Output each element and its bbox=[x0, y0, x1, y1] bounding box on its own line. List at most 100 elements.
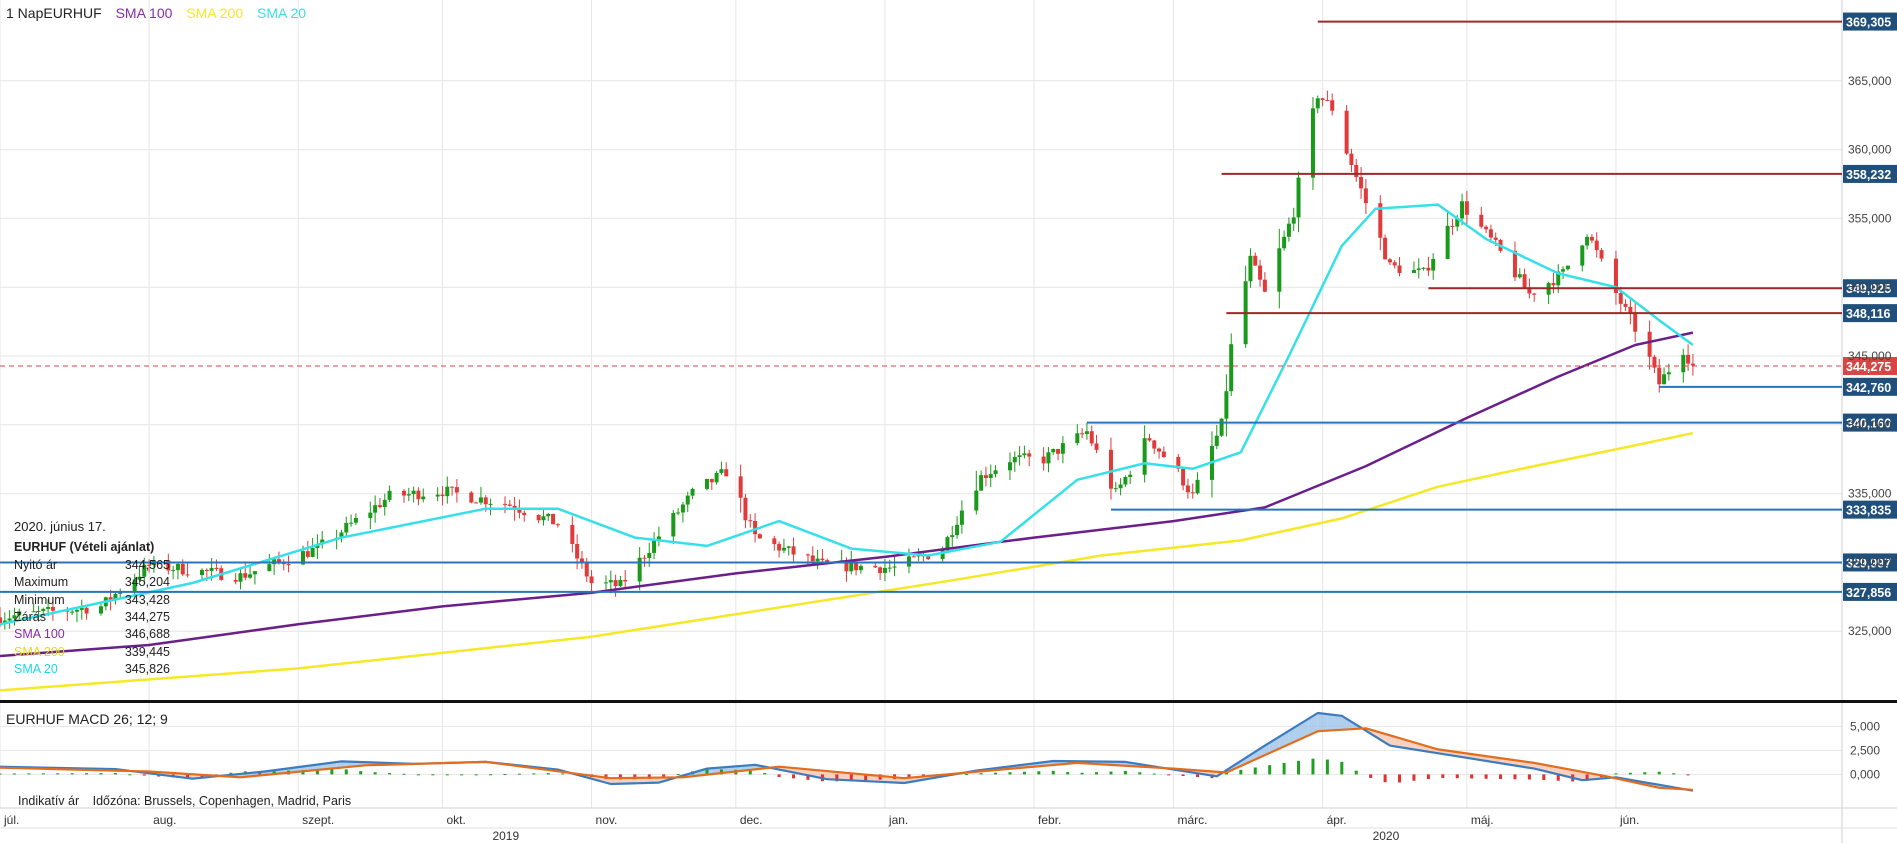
candle-body bbox=[1118, 484, 1123, 489]
candle-body bbox=[844, 560, 849, 572]
candle-body bbox=[469, 492, 474, 503]
level-label-358,232: 358,232 bbox=[1843, 164, 1897, 183]
candle bbox=[12, 607, 17, 626]
candle bbox=[1690, 354, 1695, 376]
candle-body bbox=[551, 513, 556, 525]
candle bbox=[1315, 95, 1320, 114]
candle-body bbox=[1662, 374, 1667, 385]
x-tick-label: ápr. bbox=[1327, 813, 1347, 827]
candle-body bbox=[1185, 485, 1190, 493]
macd-hist-bar bbox=[1109, 771, 1113, 775]
candle-body bbox=[1628, 306, 1633, 315]
candle bbox=[286, 555, 291, 573]
level-label-bg bbox=[1843, 553, 1897, 572]
candle-body bbox=[243, 573, 248, 578]
level-label-369,305: 369,305 bbox=[1843, 12, 1897, 31]
candle bbox=[1094, 434, 1099, 454]
candle bbox=[1046, 447, 1051, 473]
candle-body bbox=[1411, 269, 1416, 273]
level-label-text: 369,305 bbox=[1846, 16, 1891, 30]
candle bbox=[652, 532, 657, 559]
candle-body bbox=[1286, 223, 1291, 237]
candle-body bbox=[1315, 98, 1320, 109]
legend-sma200[interactable]: SMA 200 bbox=[186, 5, 244, 21]
candle-body bbox=[36, 610, 41, 612]
candle bbox=[1411, 261, 1416, 274]
candle bbox=[1181, 466, 1186, 491]
macd-hist-bar bbox=[1484, 774, 1488, 779]
candle bbox=[743, 494, 748, 529]
macd-hist-bar bbox=[1066, 772, 1070, 775]
legend-sma100[interactable]: SMA 100 bbox=[115, 5, 173, 21]
x-tick-label: jan. bbox=[888, 813, 908, 827]
candle bbox=[1585, 234, 1590, 250]
candle bbox=[382, 493, 387, 516]
candle-body bbox=[652, 540, 657, 553]
candle bbox=[315, 534, 320, 560]
level-label-bg bbox=[1843, 500, 1897, 519]
candle bbox=[252, 571, 257, 585]
x-tick-label: szept. bbox=[302, 813, 334, 827]
macd-hist-bar bbox=[1268, 765, 1272, 775]
candle-body bbox=[305, 551, 310, 557]
candle bbox=[199, 568, 204, 581]
candle-body bbox=[276, 559, 281, 562]
macd-hist-bar bbox=[546, 773, 550, 775]
candle-body bbox=[1330, 100, 1335, 111]
candle-body bbox=[873, 565, 878, 568]
candle-body bbox=[974, 490, 979, 511]
macd-hist-bar bbox=[994, 772, 998, 775]
candle-body bbox=[416, 490, 421, 500]
candle-body bbox=[507, 504, 512, 506]
info-row-sma20: SMA 20 345,826 bbox=[14, 662, 170, 677]
candle-body bbox=[988, 474, 993, 478]
candle bbox=[719, 461, 724, 475]
candle-body bbox=[993, 470, 998, 475]
candle bbox=[401, 488, 406, 503]
candle-body bbox=[1089, 431, 1094, 444]
candle bbox=[137, 566, 142, 585]
macd-hist-bar bbox=[1239, 769, 1243, 775]
macd-hist-bar bbox=[1354, 770, 1358, 775]
timezone-label: Időzóna: Brussels, Copenhagen, Madrid, P… bbox=[92, 794, 352, 808]
candle-body bbox=[401, 490, 406, 496]
candle bbox=[1012, 451, 1017, 472]
candle-body bbox=[1051, 449, 1056, 453]
candle-body bbox=[1484, 226, 1489, 230]
candle bbox=[1464, 190, 1469, 226]
candle-body bbox=[488, 503, 493, 505]
candle-body bbox=[1282, 236, 1287, 249]
candle bbox=[1084, 422, 1089, 440]
macd-hist-bar bbox=[1196, 774, 1200, 778]
candle-body bbox=[1517, 274, 1522, 278]
candle bbox=[1320, 97, 1325, 107]
candle bbox=[1599, 248, 1604, 262]
candle bbox=[36, 605, 41, 622]
candle-body bbox=[517, 509, 522, 513]
info-date: 2020. június 17. bbox=[14, 519, 106, 534]
level-label-bg bbox=[1843, 164, 1897, 183]
macd-hist-bar bbox=[0, 773, 2, 775]
macd-hist-bar bbox=[1628, 772, 1632, 775]
candle bbox=[118, 588, 123, 599]
candle bbox=[411, 486, 416, 503]
candle-body bbox=[1296, 177, 1301, 218]
candle bbox=[546, 513, 551, 521]
candle bbox=[387, 485, 392, 502]
macd-hist-bar bbox=[1614, 773, 1618, 775]
macd-hist-bar bbox=[1556, 774, 1560, 781]
legend-sma20[interactable]: SMA 20 bbox=[257, 5, 307, 21]
candle-body bbox=[1378, 203, 1383, 238]
x-tick-label: nov. bbox=[596, 813, 618, 827]
candle bbox=[1022, 445, 1027, 459]
macd-tick-label: 2,500 bbox=[1850, 743, 1880, 757]
macd-hist-bar bbox=[662, 774, 666, 778]
candle bbox=[1310, 96, 1315, 190]
candle-body bbox=[815, 558, 820, 562]
candle-body bbox=[1219, 418, 1224, 436]
candle bbox=[1007, 452, 1012, 480]
candle-body bbox=[147, 564, 152, 566]
sma20-line bbox=[0, 203, 1694, 626]
candle-body bbox=[805, 554, 810, 556]
macd-hist-bar bbox=[705, 769, 709, 775]
